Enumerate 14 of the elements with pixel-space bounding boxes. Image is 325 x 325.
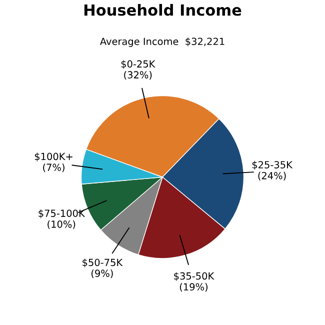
slice-label: $0-25K: [121, 60, 156, 69]
slice-label: $25-35K: [252, 160, 293, 170]
slice-label: $50-75K: [82, 258, 123, 268]
slice-label: $75-100K: [38, 209, 86, 218]
slice-label: $35-50K: [174, 272, 214, 281]
data-label: (7%): [43, 164, 64, 172]
chart-subtitle: Average Income $32,221: [100, 38, 224, 47]
data-label: (9%): [92, 269, 113, 278]
data-label: (19%): [180, 283, 208, 292]
slice-label: $100K+: [34, 152, 72, 162]
chart-title: Household Income: [84, 4, 242, 16]
data-label: (24%): [258, 172, 286, 180]
data-label: (32%): [124, 70, 152, 80]
data-label: (10%): [48, 220, 76, 229]
